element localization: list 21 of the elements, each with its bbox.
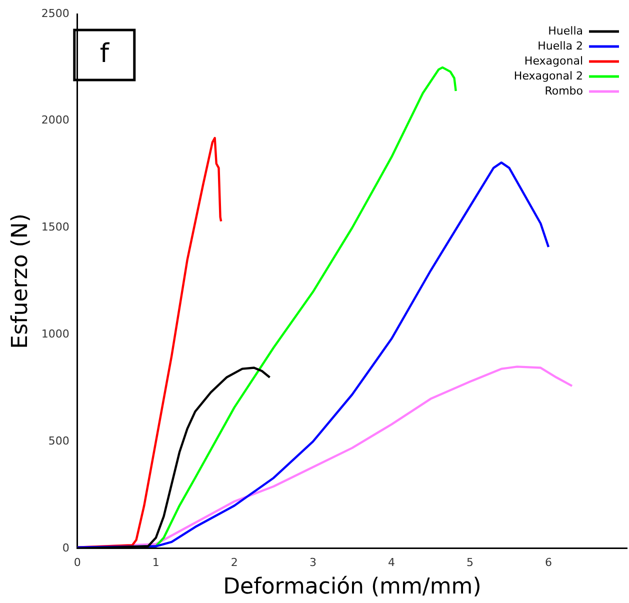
x-tick-label: 1: [152, 556, 160, 569]
x-tick-label: 6: [544, 556, 552, 569]
x-tick-label: 3: [309, 556, 316, 569]
x-axis-title: Deformación (mm/mm): [223, 574, 482, 600]
legend-label: Hexagonal 2: [514, 69, 583, 82]
y-tick-label: 2000: [41, 114, 70, 127]
legend-label: Hexagonal: [524, 54, 583, 68]
annotation: f: [100, 38, 110, 69]
y-tick-label: 1500: [41, 220, 70, 234]
y-tick-label: 1000: [41, 328, 70, 340]
x-tick-label: 2: [230, 556, 238, 569]
y-tick-label: 0: [62, 541, 70, 554]
x-tick-label: 0: [74, 556, 81, 569]
y-tick-label: 500: [48, 434, 70, 448]
legend-label: Huella 2: [538, 39, 583, 52]
legend-label: Huella: [548, 24, 583, 38]
x-tick-label: 4: [388, 556, 395, 569]
legend-label: Rombo: [544, 84, 584, 98]
x-tick-label: 5: [466, 556, 474, 569]
y-tick-label: 2500: [41, 6, 70, 20]
y-axis-title: Esfuerzo (N): [8, 214, 33, 349]
